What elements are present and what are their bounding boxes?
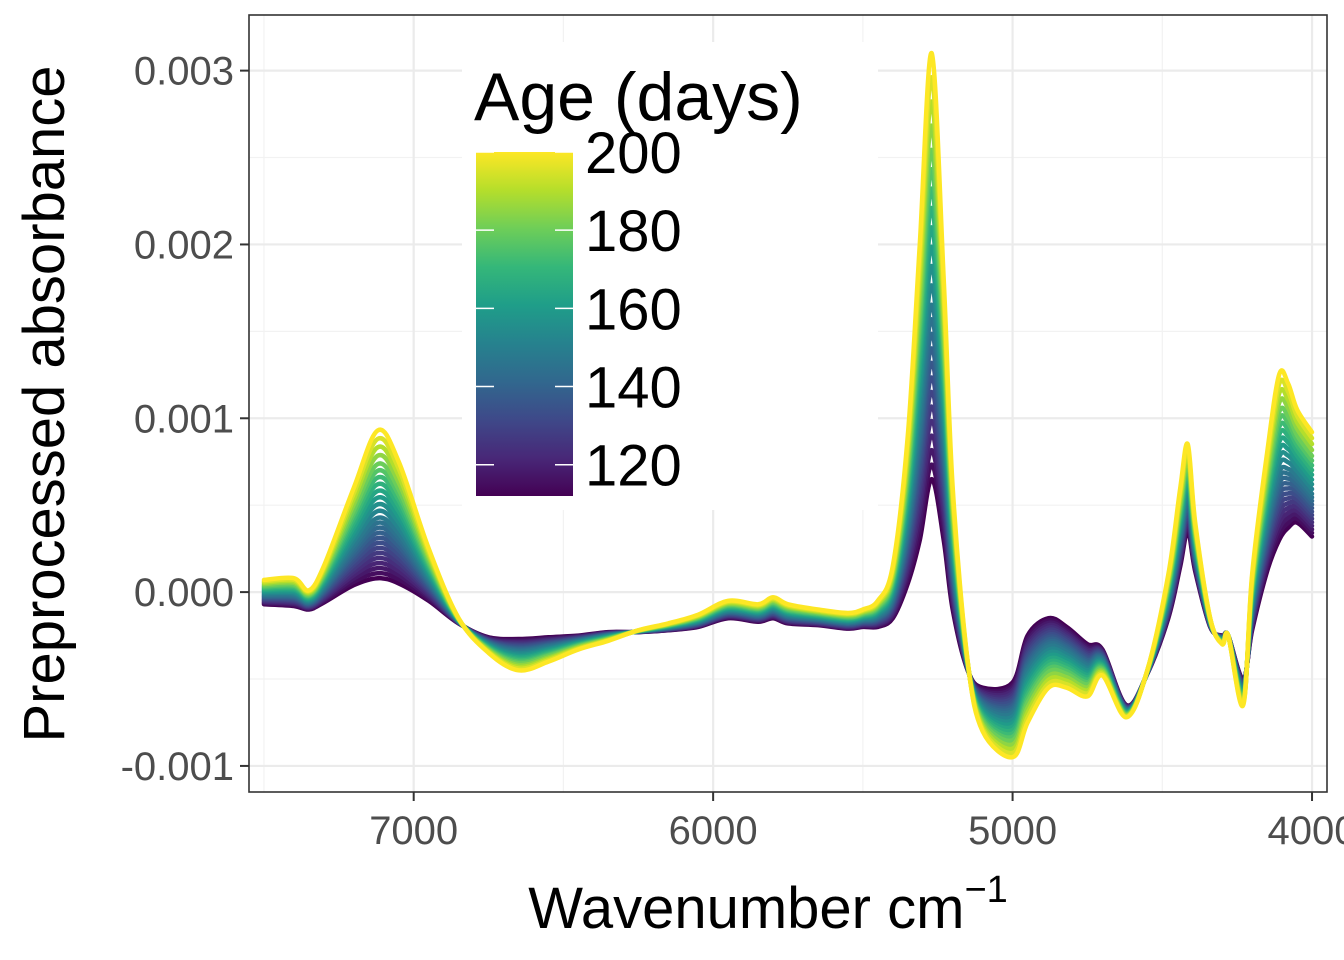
- legend-colorbar: [476, 152, 573, 496]
- x-tick-label: 4000: [1268, 809, 1344, 853]
- legend-labels: 200 180 160 140 120: [585, 121, 682, 499]
- legend-label: 140: [585, 356, 682, 421]
- x-axis-title-text: Wavenumber cm: [528, 876, 964, 941]
- legend-label: 160: [585, 277, 682, 342]
- y-tick-label: 0.000: [134, 571, 234, 615]
- color-legend: Age (days) 200 180 160 140 120: [462, 42, 878, 510]
- x-axis: 7000 6000 5000 4000: [369, 792, 1344, 853]
- y-tick-label: -0.001: [121, 745, 234, 789]
- x-tick-label: 6000: [669, 809, 758, 853]
- y-tick-label: 0.002: [134, 223, 234, 267]
- plot-panel-border: [248, 14, 1328, 793]
- y-tick-label: 0.003: [134, 50, 234, 94]
- x-axis-title: Wavenumber cm−1: [528, 869, 1008, 941]
- legend-title: Age (days): [474, 59, 803, 135]
- legend-label: 120: [585, 434, 682, 499]
- x-axis-title-superscript: −1: [964, 869, 1007, 911]
- spectra-series: [261, 50, 1315, 760]
- legend-label: 180: [585, 199, 682, 264]
- y-axis: 0.003 0.002 0.001 0.000 -0.001: [121, 50, 249, 789]
- spectrum-line: [261, 50, 1315, 760]
- legend-colorbar-ticks: [476, 151, 573, 466]
- y-axis-title: Preprocessed absorbance: [12, 65, 77, 742]
- x-tick-label: 7000: [369, 809, 458, 853]
- y-tick-label: 0.001: [134, 397, 234, 441]
- x-tick-label: 5000: [968, 809, 1057, 853]
- legend-label: 200: [585, 121, 682, 186]
